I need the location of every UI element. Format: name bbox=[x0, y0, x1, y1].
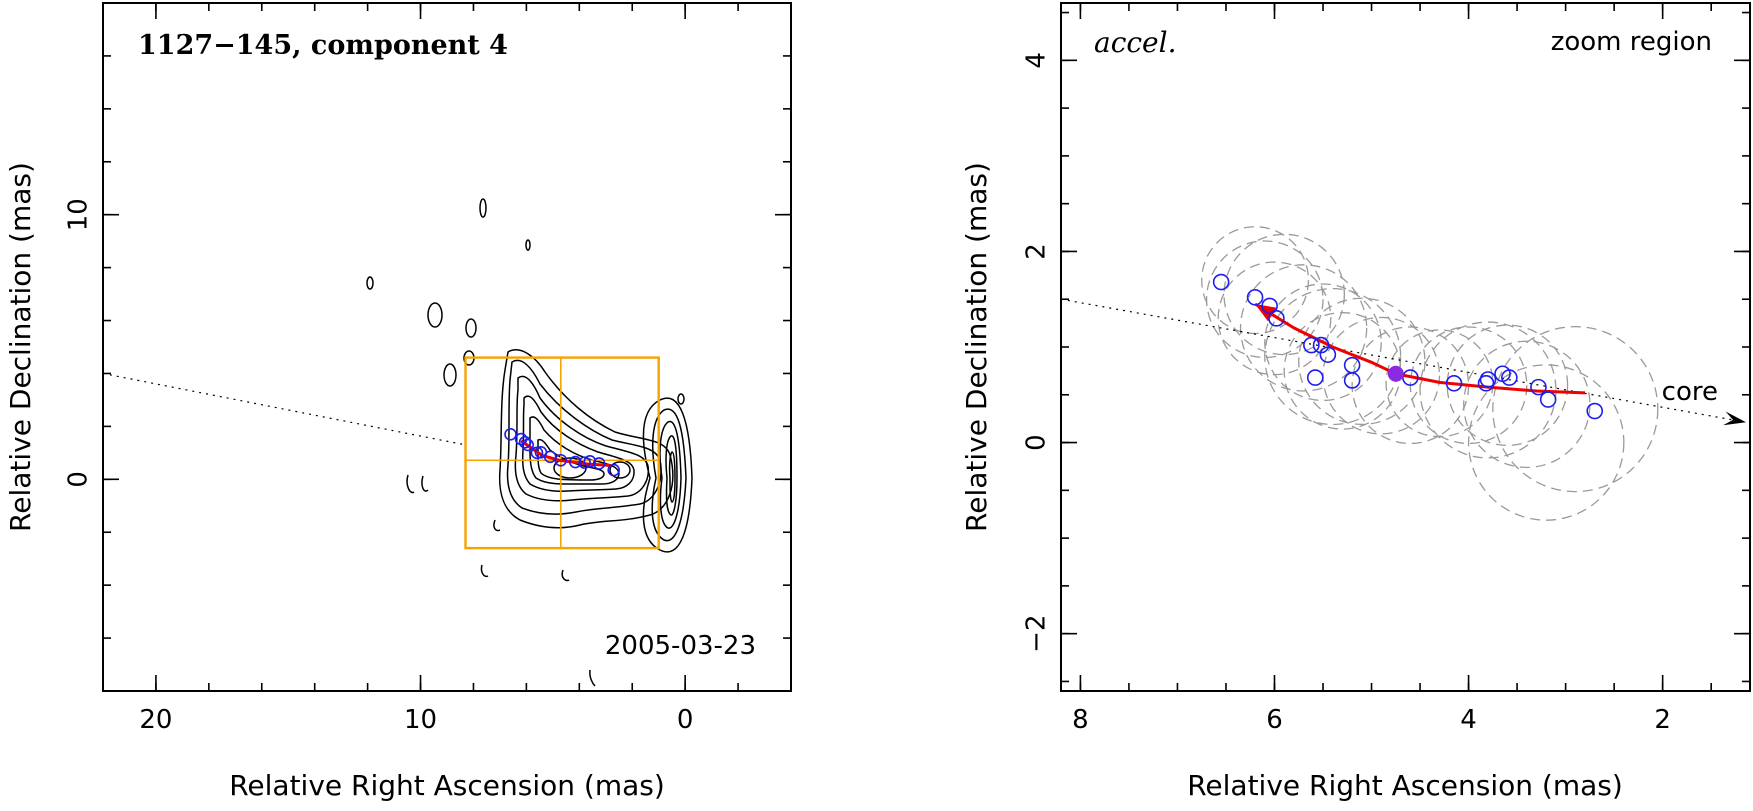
component-size-circle bbox=[1264, 287, 1402, 426]
right-x-tick-label: 8 bbox=[1072, 705, 1089, 735]
component-size-circle bbox=[1217, 261, 1332, 376]
right-plot-frame bbox=[1060, 2, 1751, 692]
left-component-position bbox=[578, 456, 591, 469]
observation-date: 2005-03-23 bbox=[605, 631, 756, 661]
left-y-tick-label: 10 bbox=[64, 198, 94, 231]
right-component-position bbox=[1402, 369, 1419, 386]
right-y-axis-label: Relative Declination (mas) bbox=[960, 162, 993, 532]
core-label: core bbox=[1662, 377, 1718, 407]
left-x-tick-label: 10 bbox=[404, 705, 437, 735]
right-component-position bbox=[1246, 289, 1264, 306]
right-x-tick-label: 2 bbox=[1654, 705, 1671, 735]
left-component-position bbox=[504, 428, 517, 441]
component-size-circle bbox=[1264, 283, 1382, 402]
left-component-position bbox=[554, 453, 568, 467]
right-component-position bbox=[1268, 310, 1285, 327]
reference-epoch-point bbox=[1387, 365, 1404, 382]
right-panel: 8 6 4 2 −2 0 2 4 accel. zoom region core Relati… bbox=[960, 2, 1751, 802]
left-component-position bbox=[569, 455, 582, 469]
right-component-position bbox=[1539, 391, 1557, 408]
core-direction-line bbox=[1060, 298, 1743, 423]
right-y-tick-label: 2 bbox=[1022, 243, 1052, 260]
right-component-position bbox=[1343, 356, 1361, 374]
left-component-position bbox=[530, 446, 544, 460]
right-component-position bbox=[1530, 378, 1547, 396]
left-plot-frame bbox=[102, 2, 792, 692]
left-component-position bbox=[521, 438, 535, 452]
left-component-position bbox=[583, 455, 597, 468]
core-arrowhead bbox=[1723, 411, 1746, 426]
component-size-circle bbox=[1223, 233, 1346, 356]
right-panel-title: accel. bbox=[1094, 26, 1176, 59]
jet-direction-line-left bbox=[102, 372, 466, 446]
zoom-box-outline bbox=[464, 356, 660, 550]
component-size-circle bbox=[1446, 324, 1569, 447]
left-panel: 20 10 0 0 10 1127−145, component 4 2005-03-2… bbox=[4, 2, 792, 802]
left-component-position bbox=[607, 463, 621, 477]
right-component-position bbox=[1445, 375, 1463, 392]
component-size-circle bbox=[1239, 264, 1368, 392]
right-x-tick-label: 4 bbox=[1460, 705, 1477, 735]
right-component-position bbox=[1319, 346, 1337, 363]
left-y-tick-label: 0 bbox=[64, 471, 94, 488]
right-component-position bbox=[1586, 402, 1604, 420]
right-component-position bbox=[1479, 371, 1497, 388]
right-component-position bbox=[1212, 273, 1230, 291]
component-size-circle bbox=[1467, 364, 1625, 521]
right-y-tick-label: 4 bbox=[1022, 52, 1052, 69]
contour-map bbox=[366, 198, 693, 687]
left-y-axis-label: Relative Declination (mas) bbox=[4, 162, 37, 532]
zoom-region-label: zoom region bbox=[1551, 27, 1712, 57]
left-x-tick-label: 0 bbox=[677, 705, 694, 735]
right-x-tick-label: 6 bbox=[1266, 705, 1283, 735]
component-size-circle bbox=[1298, 297, 1426, 426]
component-size-circle bbox=[1419, 321, 1557, 459]
left-component-position bbox=[518, 435, 532, 449]
component-size-circle bbox=[1463, 340, 1591, 469]
component-size-circle bbox=[1492, 325, 1659, 493]
right-y-tick-label: −2 bbox=[1022, 615, 1052, 653]
component-size-circle bbox=[1205, 240, 1324, 359]
left-panel-title: 1127−145, component 4 bbox=[138, 30, 508, 61]
right-y-tick-label: 0 bbox=[1022, 434, 1052, 451]
right-component-position bbox=[1343, 372, 1361, 389]
right-x-axis-label: Relative Right Ascension (mas) bbox=[1187, 769, 1623, 802]
right-component-position bbox=[1501, 369, 1518, 386]
left-x-tick-label: 20 bbox=[139, 705, 172, 735]
right-component-position bbox=[1306, 369, 1324, 386]
left-component-position bbox=[592, 457, 606, 470]
right-component-position bbox=[1303, 336, 1320, 354]
left-x-axis-label: Relative Right Ascension (mas) bbox=[229, 769, 665, 802]
right-component-position bbox=[1261, 297, 1278, 315]
